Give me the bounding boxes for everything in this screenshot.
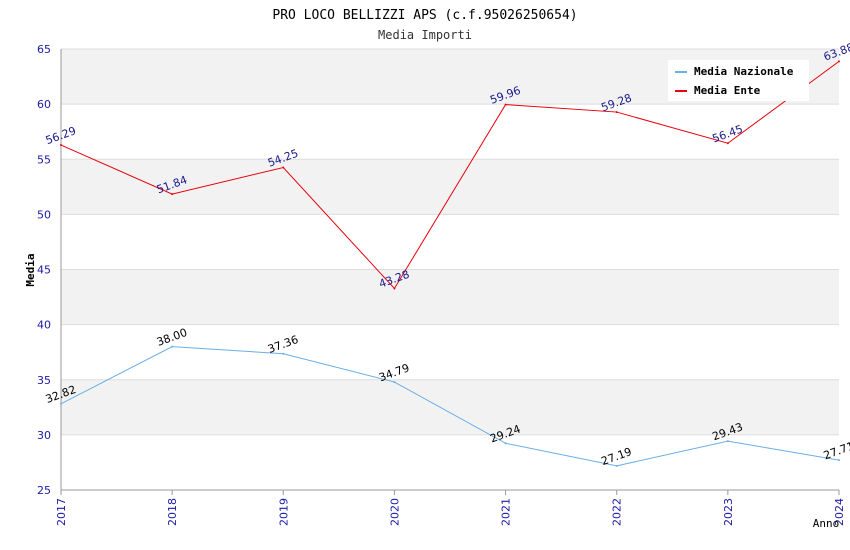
x-tick-label: 2021 — [500, 498, 513, 526]
series-line-media-ente — [60, 60, 840, 290]
data-point-media-ente — [504, 103, 507, 106]
x-axis-label: Anno — [813, 517, 840, 530]
y-tick-label: 35 — [37, 374, 51, 387]
data-point-media-nazionale — [60, 402, 62, 405]
x-tick-label: 2019 — [277, 498, 290, 526]
y-tick-label: 45 — [37, 264, 51, 277]
data-point-media-nazionale — [726, 440, 729, 443]
x-axis-ticks: 2017 2018 2019 2020 2021 2022 2023 2024 — [55, 490, 846, 526]
data-point-media-nazionale — [838, 459, 840, 462]
axes — [60, 49, 839, 491]
y-tick-label: 30 — [37, 429, 51, 442]
background-bands — [61, 49, 839, 490]
x-tick-label: 2018 — [166, 498, 179, 526]
data-point-media-ente — [282, 166, 285, 169]
data-point-media-ente — [615, 111, 618, 114]
band — [61, 104, 839, 160]
legend-label-media-nazionale: Media Nazionale — [694, 65, 794, 78]
data-point-media-nazionale — [393, 381, 396, 384]
x-tick-label: 2023 — [722, 498, 735, 526]
x-tick-label: 2020 — [388, 498, 401, 526]
y-tick-label: 25 — [37, 484, 51, 497]
band — [61, 159, 839, 215]
y-axis-label: Media — [24, 253, 37, 286]
y-tick-label: 65 — [37, 43, 51, 56]
y-tick-label: 60 — [37, 98, 51, 111]
chart-subtitle: Media Importi — [378, 28, 472, 42]
band — [61, 269, 839, 325]
legend: Media Nazionale Media Ente — [668, 60, 809, 101]
y-axis-ticks: 25 30 35 40 45 50 55 60 65 — [37, 43, 51, 497]
data-point-media-ente — [726, 142, 729, 145]
x-tick-label: 2022 — [611, 498, 624, 526]
chart-title: PRO LOCO BELLIZZI APS (c.f.95026250654) — [272, 8, 577, 23]
series-line-media-nazionale — [60, 346, 840, 467]
data-point-media-nazionale — [282, 352, 285, 355]
x-tick-label: 2024 — [833, 498, 846, 526]
legend-box — [668, 60, 809, 101]
y-tick-label: 50 — [37, 208, 51, 221]
data-point-media-nazionale — [615, 464, 618, 467]
data-point-media-ente — [171, 193, 174, 196]
data-point-media-ente — [393, 287, 396, 290]
legend-label-media-ente: Media Ente — [694, 84, 761, 97]
band — [61, 214, 839, 270]
series-lines — [60, 60, 840, 467]
data-point-media-ente — [838, 60, 840, 63]
x-tick-label: 2017 — [55, 498, 68, 526]
band — [61, 434, 839, 490]
band — [61, 324, 839, 380]
y-tick-label: 40 — [37, 319, 51, 332]
band — [61, 379, 839, 435]
data-point-media-ente — [60, 144, 62, 147]
y-tick-label: 55 — [37, 153, 51, 166]
data-point-media-nazionale — [504, 442, 507, 445]
data-point-media-nazionale — [171, 345, 174, 348]
